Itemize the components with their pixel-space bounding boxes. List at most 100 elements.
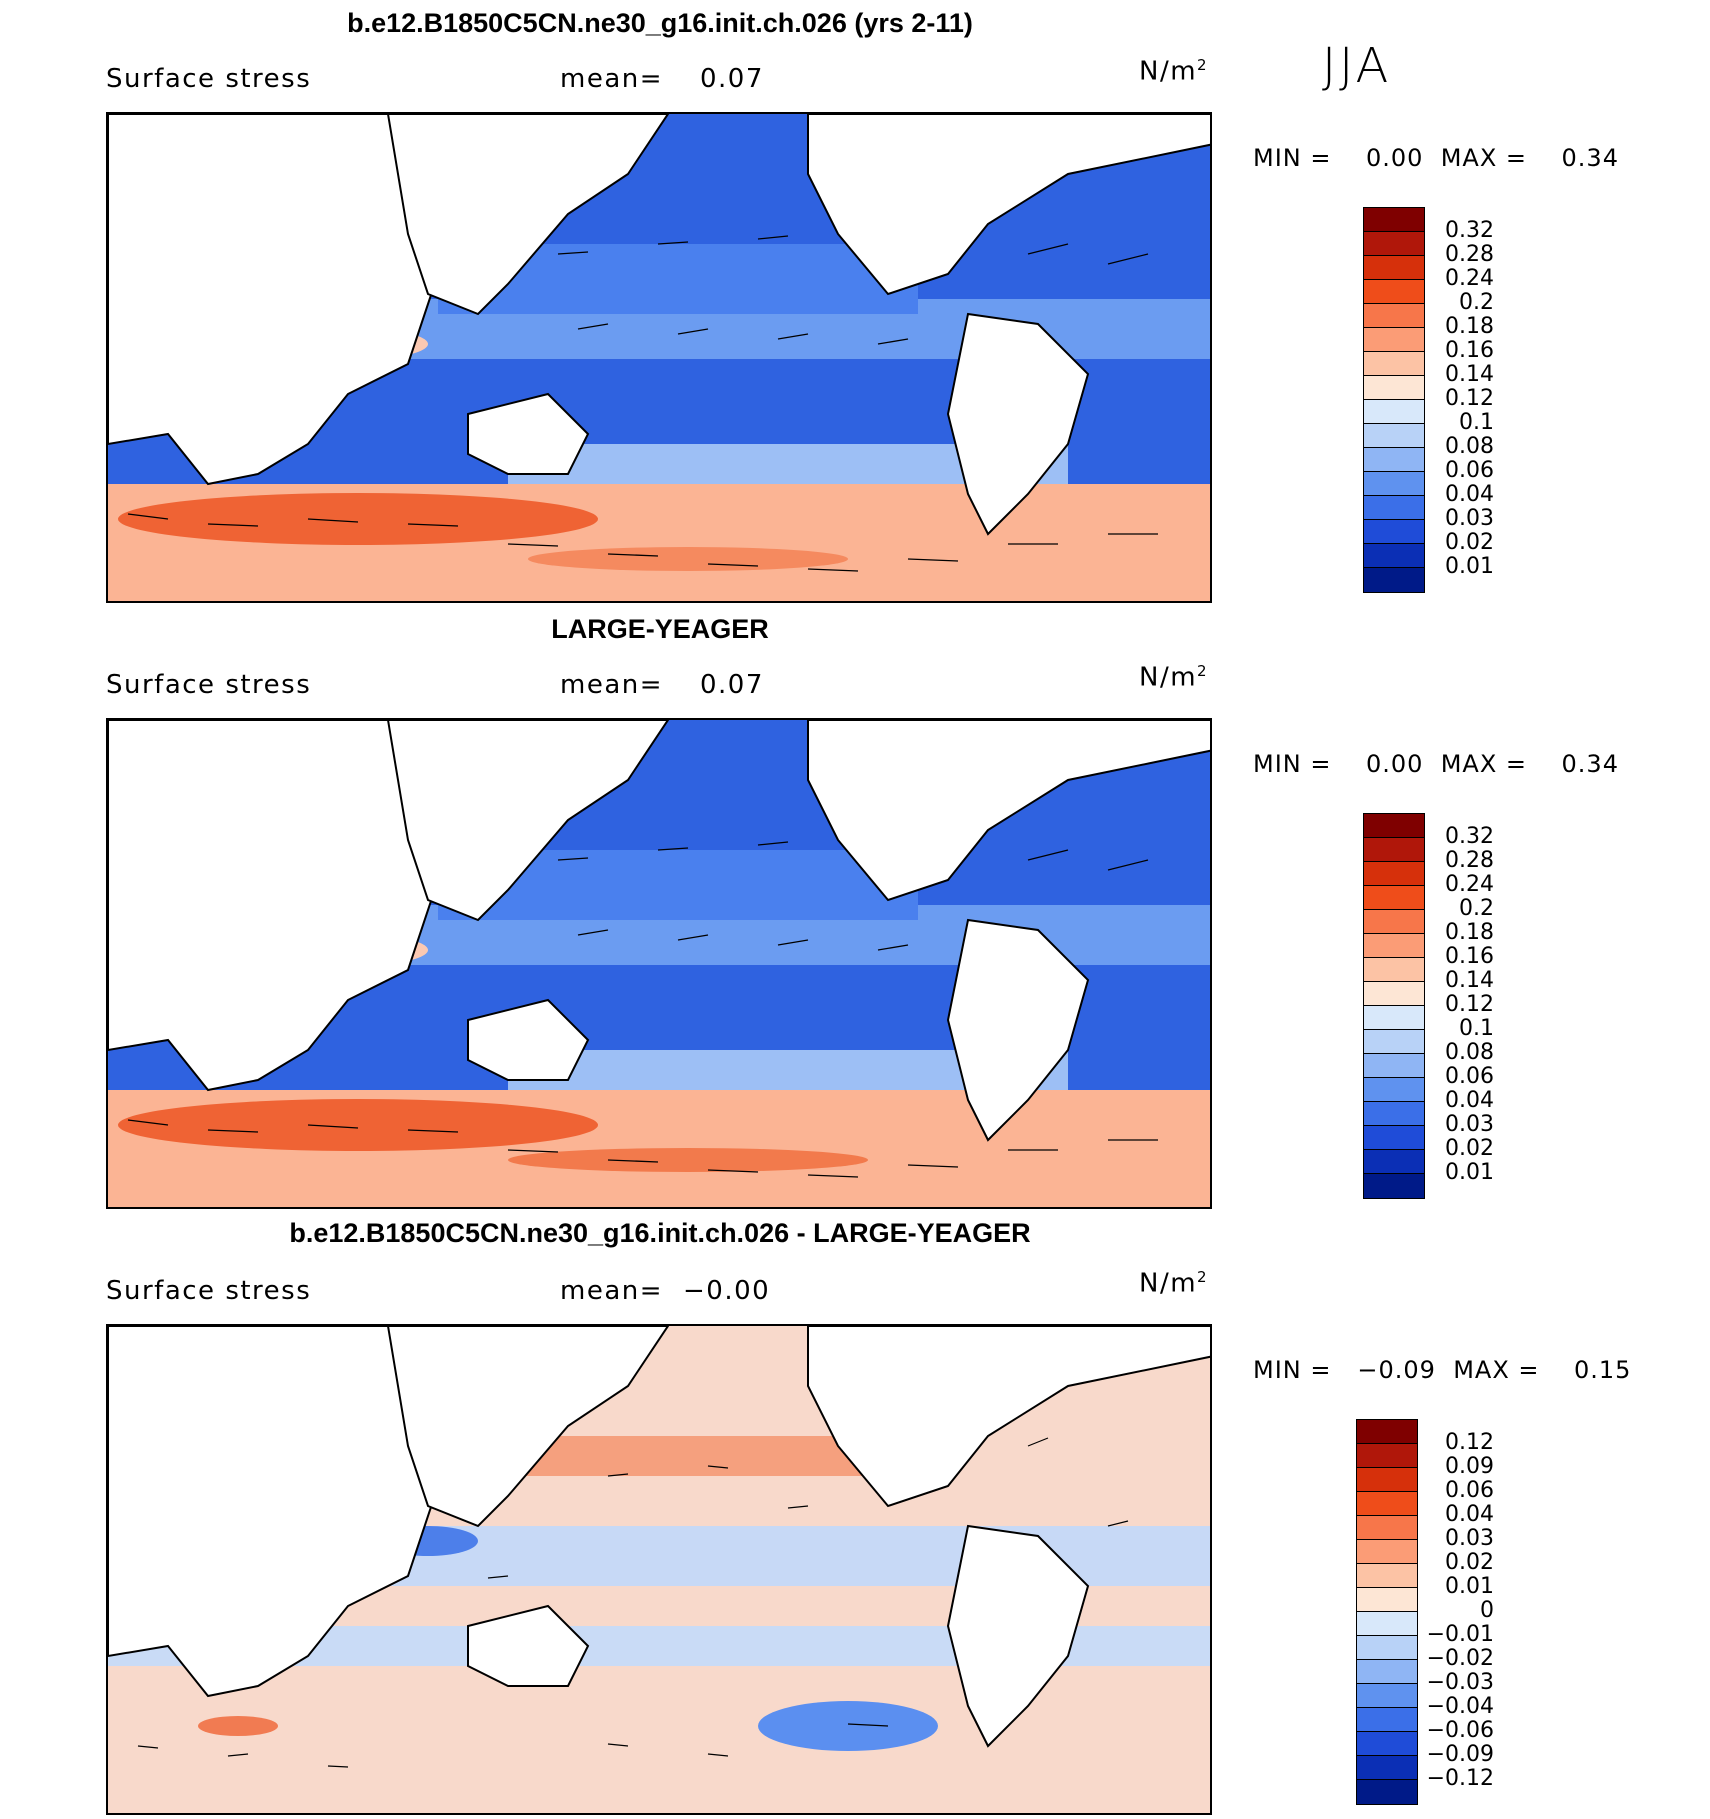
colorbar-cell: [1364, 1054, 1424, 1078]
colorbar-tick-label: −0.04: [1426, 1694, 1494, 1719]
panel-1-map: [106, 112, 1212, 603]
colorbar-cell: [1357, 1444, 1417, 1468]
colorbar-cell: [1364, 304, 1424, 328]
colorbar-cell: [1364, 328, 1424, 352]
panel-2-mean-value: 0.07: [700, 670, 764, 700]
colorbar-cell: [1357, 1708, 1417, 1732]
landmass-asia: [386, 720, 670, 922]
landmass-australia: [467, 392, 590, 475]
panel-1-colorbar: [1363, 207, 1425, 593]
colorbar-tick-label: 0.18: [1445, 314, 1494, 339]
colorbar-tick-label: 0.16: [1445, 338, 1494, 363]
panel-2-colorbar-labels: 0.32 0.28 0.24 0.2 0.18 0.16 0.14 0.12 0.1 0.08 0.…: [1366, 825, 1494, 1185]
colorbar-cell: [1357, 1636, 1417, 1660]
colorbar-cell: [1364, 544, 1424, 568]
colorbar-tick-label: 0: [1480, 1598, 1494, 1623]
colorbar-tick-label: 0.03: [1445, 506, 1494, 531]
colorbar-cell: [1364, 1126, 1424, 1150]
colorbar-tick-label: 0.2: [1459, 290, 1494, 315]
colorbar-tick-label: 0.32: [1445, 218, 1494, 243]
colorbar-cell: [1364, 1174, 1424, 1198]
colorbar-cell: [1364, 280, 1424, 304]
panel-1-units: N/m2: [1139, 56, 1209, 87]
colorbar-cell: [1357, 1780, 1417, 1804]
colorbar-tick-label: 0.32: [1445, 824, 1494, 849]
panel-1-title: b.e12.B1850C5CN.ne30_g16.init.ch.026 (yr…: [347, 8, 973, 38]
colorbar-tick-label: 0.12: [1445, 386, 1494, 411]
panel-2-map: [106, 718, 1212, 1209]
panel-1-variable: Surface stress: [106, 64, 312, 94]
colorbar-cell: [1364, 910, 1424, 934]
colorbar-tick-label: 0.02: [1445, 1550, 1494, 1575]
landmass-asia: [386, 1326, 670, 1528]
landmass-south-america: [946, 312, 1090, 536]
panel-3-mean-label: mean=: [560, 1276, 664, 1306]
landmass-australia: [467, 998, 590, 1081]
colorbar-tick-label: 0.08: [1445, 1040, 1494, 1065]
wind-arrows: [127, 235, 1158, 572]
colorbar-tick-label: 0.1: [1459, 1016, 1494, 1041]
southern-ocean-max-2: [508, 1148, 868, 1172]
colorbar-cell: [1357, 1588, 1417, 1612]
colorbar-tick-label: 0.04: [1445, 1088, 1494, 1113]
colorbar-cell: [1357, 1564, 1417, 1588]
panel-3-mean-value: −0.00: [683, 1276, 771, 1306]
colorbar-tick-label: −0.03: [1426, 1670, 1494, 1695]
diff-southern-ocean-pos: [198, 1716, 278, 1736]
colorbar-cell: [1364, 886, 1424, 910]
colorbar-cell: [1357, 1420, 1417, 1444]
colorbar-cell: [1364, 448, 1424, 472]
colorbar-cell: [1357, 1540, 1417, 1564]
colorbar-tick-label: 0.09: [1445, 1454, 1494, 1479]
colorbar-cell: [1357, 1756, 1417, 1780]
panel-1-mean-value: 0.07: [700, 64, 764, 94]
colorbar-tick-label: −0.09: [1426, 1742, 1494, 1767]
colorbar-tick-label: 0.01: [1445, 1160, 1494, 1185]
colorbar-cell: [1357, 1612, 1417, 1636]
colorbar-cell: [1364, 568, 1424, 592]
colorbar-tick-label: 0.06: [1445, 458, 1494, 483]
colorbar-cell: [1364, 838, 1424, 862]
panel-3-title: b.e12.B1850C5CN.ne30_g16.init.ch.026 - L…: [289, 1218, 1031, 1248]
colorbar-cell: [1364, 1078, 1424, 1102]
panel-2-colorbar: [1363, 813, 1425, 1199]
colorbar-cell: [1364, 400, 1424, 424]
colorbar-cell: [1364, 958, 1424, 982]
colorbar-tick-label: 0.03: [1445, 1526, 1494, 1551]
landmass-asia: [386, 114, 670, 316]
colorbar-cell: [1357, 1732, 1417, 1756]
panel-2-variable: Surface stress: [106, 670, 312, 700]
colorbar-tick-label: 0.28: [1445, 848, 1494, 873]
panel-2-title: LARGE-YEAGER: [551, 614, 769, 644]
colorbar-cell: [1364, 208, 1424, 232]
panel-1-colorbar-labels: 0.32 0.28 0.24 0.2 0.18 0.16 0.14 0.12 0.1 0.08 0.…: [1366, 219, 1494, 579]
colorbar-tick-label: −0.06: [1426, 1718, 1494, 1743]
panel-3-map-svg: [108, 1326, 1210, 1813]
panel-3-units: N/m2: [1139, 1268, 1209, 1299]
southern-ocean-max: [118, 1099, 598, 1151]
landmass-north-america: [807, 114, 1210, 296]
colorbar-tick-label: 0.24: [1445, 872, 1494, 897]
colorbar-cell: [1364, 520, 1424, 544]
colorbar-cell: [1357, 1516, 1417, 1540]
colorbar-cell: [1364, 1030, 1424, 1054]
colorbar-tick-label: 0.2: [1459, 896, 1494, 921]
colorbar-tick-label: 0.01: [1445, 554, 1494, 579]
panel-3-colorbar-labels: 0.12 0.09 0.06 0.04 0.03 0.02 0.01 0 −0.01 −0.02−…: [1366, 1431, 1494, 1791]
colorbar-tick-label: 0.14: [1445, 968, 1494, 993]
panel-1-mean-label: mean=: [560, 64, 664, 94]
colorbar-cell: [1364, 1006, 1424, 1030]
colorbar-cell: [1357, 1684, 1417, 1708]
colorbar-tick-label: 0.12: [1445, 992, 1494, 1017]
southern-ocean-max-2: [528, 547, 848, 571]
diff-south-pacific-neg: [758, 1701, 938, 1751]
colorbar-cell: [1364, 256, 1424, 280]
colorbar-cell: [1357, 1492, 1417, 1516]
panel-2-map-svg: [108, 720, 1210, 1207]
colorbar-cell: [1364, 982, 1424, 1006]
panel-2-mean-label: mean=: [560, 670, 664, 700]
colorbar-tick-label: 0.24: [1445, 266, 1494, 291]
landmass-south-america: [946, 1524, 1090, 1748]
colorbar-tick-label: 0.16: [1445, 944, 1494, 969]
colorbar-tick-label: 0.02: [1445, 530, 1494, 555]
